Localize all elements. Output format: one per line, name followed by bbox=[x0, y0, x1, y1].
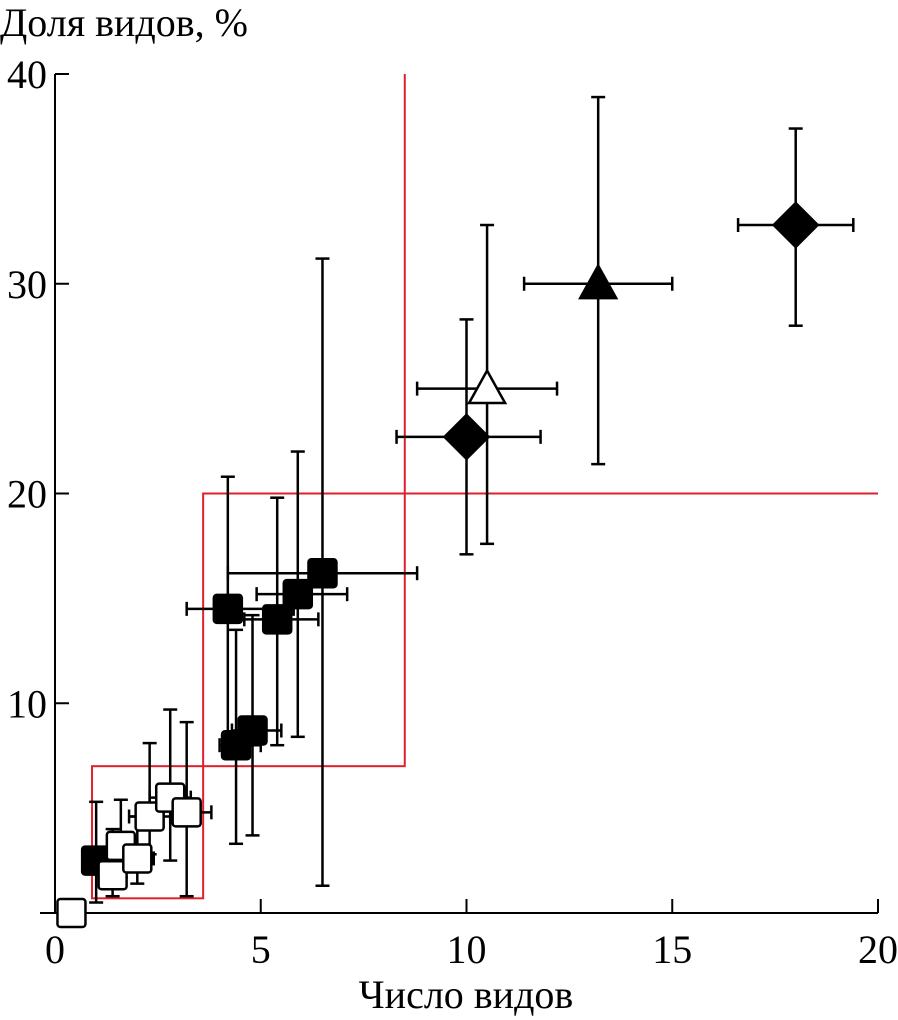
filled-diamond-marker bbox=[771, 201, 820, 249]
x-axis-title: Число видов bbox=[359, 972, 574, 1017]
filled-square-marker bbox=[261, 604, 293, 635]
x-tick-label: 10 bbox=[447, 927, 487, 972]
y-tick-label: 40 bbox=[7, 52, 47, 97]
filled-diamond-marker bbox=[442, 413, 491, 461]
open-square-marker bbox=[122, 843, 153, 874]
filled-square-marker bbox=[307, 557, 338, 589]
x-tick-label: 5 bbox=[251, 927, 271, 972]
open-square-marker bbox=[97, 859, 128, 891]
filled-square-marker bbox=[237, 715, 268, 746]
filled-square-marker bbox=[282, 578, 314, 610]
x-tick-label: 0 bbox=[45, 927, 65, 972]
filled-triangle-marker bbox=[578, 263, 619, 300]
filled-square-marker bbox=[212, 593, 244, 625]
region-lines bbox=[91, 74, 878, 900]
x-tick-label: 15 bbox=[652, 927, 692, 972]
region-box bbox=[91, 765, 205, 900]
error-bars bbox=[82, 95, 855, 904]
markers bbox=[56, 201, 820, 929]
ticks: 0 5 10 15 20 10 20 30 40 bbox=[7, 52, 898, 972]
region-box bbox=[202, 492, 406, 768]
y-tick-label: 10 bbox=[7, 681, 47, 726]
open-square-marker bbox=[56, 897, 87, 929]
y-axis-title: Доля видов, % bbox=[0, 0, 248, 45]
open-triangle-marker bbox=[466, 368, 508, 405]
x-tick-label: 20 bbox=[858, 927, 898, 972]
y-tick-label: 20 bbox=[7, 472, 47, 517]
open-square-marker bbox=[171, 797, 202, 828]
y-tick-label: 30 bbox=[7, 262, 47, 307]
